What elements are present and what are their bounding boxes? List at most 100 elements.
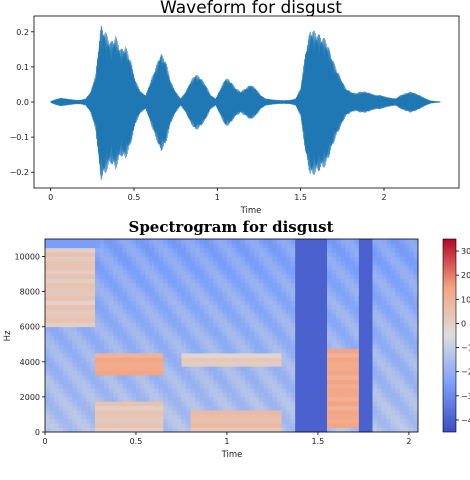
- spectrogram-cell: [408, 252, 414, 257]
- spectrogram-cell: [158, 410, 164, 415]
- spectrogram-cell: [131, 260, 137, 266]
- spectrogram-cell: [145, 353, 151, 358]
- spectrogram-cell: [345, 374, 351, 380]
- spectrogram-cell: [381, 396, 387, 402]
- spectrogram-cell: [117, 274, 123, 279]
- spectrogram-cell: [327, 379, 332, 385]
- spectrogram-cell: [313, 410, 319, 415]
- spectrogram-cell: [104, 243, 110, 249]
- spectrogram-cell: [172, 357, 178, 363]
- spectrogram-cell: [249, 260, 255, 266]
- spectrogram-cell: [399, 392, 405, 398]
- spectrogram-cell: [163, 392, 169, 398]
- waveform-ytick-label: −0.2: [10, 168, 29, 177]
- spectrogram-cell: [363, 304, 369, 310]
- spectrogram-cell: [135, 370, 141, 376]
- spectrogram-cell: [372, 300, 378, 306]
- colorbar-tick-label: −20: [461, 368, 470, 377]
- spectrogram-cell: [45, 291, 50, 297]
- spectrogram-cell: [163, 374, 169, 380]
- spectrogram-cell: [58, 291, 64, 297]
- spectrogram-cell: [204, 353, 210, 358]
- spectrogram-cell: [226, 370, 232, 376]
- spectrogram-cell: [331, 331, 337, 336]
- spectrogram-cell: [195, 414, 201, 420]
- spectrogram-cell: [145, 282, 151, 288]
- spectrogram-cell: [240, 239, 246, 244]
- spectrogram-cell: [172, 287, 178, 293]
- spectrogram-cell: [331, 309, 337, 314]
- spectrogram-cell: [45, 260, 50, 266]
- spectrogram-cell: [108, 366, 114, 371]
- spectrogram-cell: [204, 339, 210, 345]
- spectrogram-cell: [395, 427, 401, 433]
- spectrogram-cell: [149, 388, 155, 393]
- spectrogram-cell: [108, 309, 114, 314]
- spectrogram-cell: [231, 243, 237, 249]
- spectrogram-cell: [186, 401, 191, 407]
- spectrogram-cell: [317, 239, 323, 244]
- spectrogram-cell: [349, 348, 355, 354]
- spectrogram-cell: [372, 383, 378, 389]
- spectrogram-cell: [104, 414, 110, 420]
- spectrogram-cell: [327, 304, 332, 310]
- spectrogram-cell: [85, 401, 91, 407]
- spectrogram-cell: [76, 322, 82, 328]
- spectrogram-cell: [195, 322, 201, 328]
- spectrogram-cell: [317, 296, 323, 301]
- spectrogram-cell: [363, 370, 369, 376]
- spectrogram-cell: [249, 374, 255, 380]
- spectrogram-cell: [249, 344, 255, 350]
- spectrogram-cell: [349, 291, 355, 297]
- spectrogram-cell: [358, 335, 364, 341]
- spectrogram-cell: [90, 414, 96, 420]
- spectrogram-cell: [154, 326, 160, 332]
- spectrogram-cell: [240, 278, 246, 284]
- spectrogram-cell: [176, 401, 182, 407]
- spectrogram-cell: [367, 357, 373, 363]
- spectrogram-cell: [140, 366, 146, 371]
- spectrogram-cell: [176, 239, 182, 244]
- spectrogram-cell: [236, 366, 241, 371]
- spectrogram-cell: [208, 269, 214, 275]
- spectrogram-cell: [254, 383, 260, 389]
- spectrogram-cell: [399, 353, 405, 358]
- spectrogram-cell: [208, 291, 214, 297]
- spectrogram-cell: [276, 278, 282, 284]
- spectrogram-cell: [163, 370, 169, 376]
- spectrogram-cell: [213, 278, 219, 284]
- spectrogram-cell: [295, 252, 301, 257]
- spectrogram-cell: [81, 331, 87, 336]
- spectrogram-cell: [413, 331, 419, 336]
- spectrogram-cell: [45, 366, 50, 371]
- spectrogram-cell: [254, 366, 260, 371]
- spectrogram-cell: [327, 269, 332, 275]
- spectrogram-cell: [186, 269, 191, 275]
- spectrogram-cell: [281, 401, 287, 407]
- spectrogram-cell: [308, 309, 314, 314]
- spectrogram-cell: [181, 260, 187, 266]
- spectrogram-cell: [126, 418, 132, 424]
- spectrogram-cell: [145, 410, 151, 415]
- spectrogram-cell: [317, 335, 323, 341]
- spectrogram-cell: [122, 260, 128, 266]
- spectrogram-cell: [299, 348, 305, 354]
- spectrogram-cell: [163, 361, 169, 367]
- spectrogram-cell: [213, 287, 219, 293]
- spectrogram-cell: [195, 427, 201, 433]
- spectrogram-cell: [263, 265, 269, 271]
- spectrogram-cell: [149, 304, 155, 310]
- spectrogram-cell: [399, 322, 405, 328]
- spectrogram-cell: [236, 260, 241, 266]
- spectrogram-cell: [58, 418, 64, 424]
- spectrogram-cell: [267, 401, 273, 407]
- spectrogram-cell: [113, 331, 119, 336]
- spectrogram-cell: [67, 388, 73, 393]
- spectrogram-cell: [154, 260, 160, 266]
- spectrogram-cell: [254, 274, 260, 279]
- spectrogram-cell: [272, 423, 278, 429]
- spectrogram-cell: [254, 405, 260, 411]
- spectrogram-cell: [263, 361, 269, 367]
- spectrogram-cell: [399, 348, 405, 354]
- spectrogram-cell: [167, 335, 173, 341]
